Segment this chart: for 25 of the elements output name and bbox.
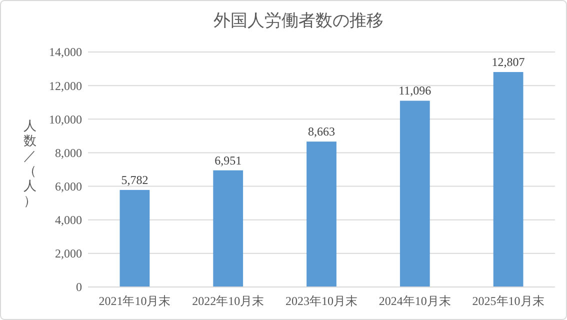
data-label: 6,951 [214, 153, 242, 168]
y-axis-title: 人数／（人） [24, 118, 36, 208]
y-tick-label: 0 [76, 280, 82, 294]
data-label: 5,782 [121, 172, 148, 187]
x-tick-label: 2023年10月末 [286, 294, 358, 308]
x-tick-label: 2024年10月末 [378, 294, 451, 308]
x-tick-label: 2025年10月末 [472, 294, 544, 308]
x-tick-label: 2022年10月末 [192, 294, 264, 308]
y-tick-label: 12,000 [49, 78, 82, 93]
bar [213, 170, 244, 287]
bar [400, 100, 430, 287]
bar [493, 72, 524, 287]
chart-title: 外国人労働者数の推移 [214, 11, 384, 30]
y-tick-label: 6,000 [55, 179, 82, 194]
y-tick-label: 8,000 [55, 146, 82, 160]
y-tick-label: 2,000 [55, 246, 82, 261]
data-label: 11,096 [398, 84, 432, 98]
data-label: 12,807 [492, 55, 525, 70]
y-tick-label: 14,000 [49, 45, 82, 60]
y-tick-label: 4,000 [55, 213, 82, 228]
x-tick-label: 2021年10月末 [98, 294, 171, 308]
y-tick-label: 10,000 [49, 112, 82, 126]
bar [306, 142, 336, 287]
data-label: 8,663 [308, 124, 335, 139]
bar [120, 190, 150, 287]
